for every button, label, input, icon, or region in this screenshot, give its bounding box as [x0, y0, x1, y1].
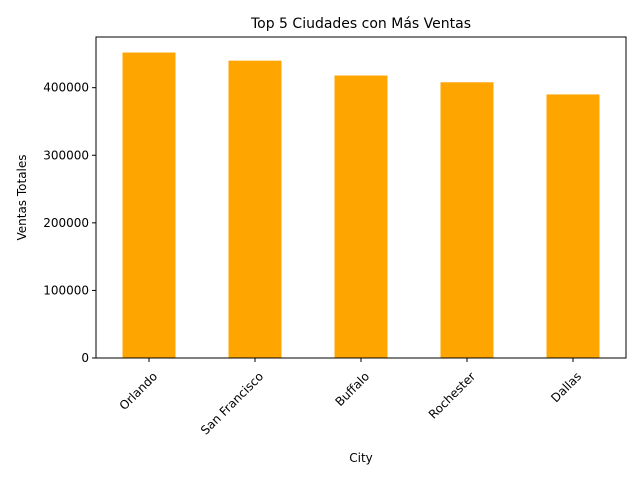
x-axis-label: City [349, 451, 373, 465]
x-tick-label: Buffalo [333, 369, 373, 409]
y-tick-label: 400000 [43, 81, 89, 95]
y-tick-label: 100000 [43, 283, 89, 297]
x-tick-label: San Francisco [198, 369, 266, 437]
bar-buffalo [334, 75, 388, 359]
bars-layer [122, 52, 600, 359]
y-tick-label: 300000 [43, 148, 89, 162]
bar-dallas [546, 94, 600, 358]
y-tick-label: 0 [81, 351, 89, 365]
plot-frame [95, 36, 627, 359]
bar-orlando [122, 52, 176, 358]
y-axis: 0 100000 200000 300000 400000 [43, 81, 96, 365]
x-tick-label: Dallas [548, 369, 584, 405]
bar-san-francisco [228, 60, 282, 359]
chart-title: Top 5 Ciudades con Más Ventas [250, 16, 471, 32]
bar-rochester [440, 82, 494, 358]
y-axis-label: Ventas Totales [15, 154, 29, 240]
x-tick-label: Orlando [117, 369, 161, 413]
y-tick-label: 200000 [43, 216, 89, 230]
x-axis: Orlando San Francisco Buffalo Rochester Dall… [117, 358, 584, 438]
x-tick-label: Rochester [426, 369, 478, 421]
